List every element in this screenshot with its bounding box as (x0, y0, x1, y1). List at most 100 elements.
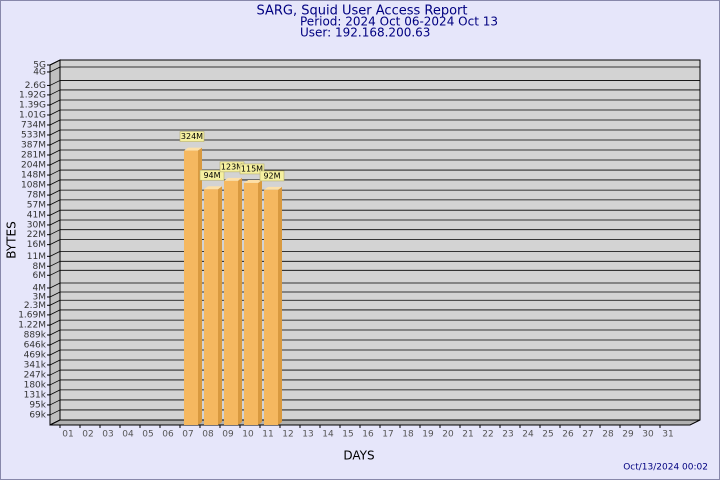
value-label: 94M (203, 171, 220, 180)
y-tick-label: 180k (24, 380, 47, 390)
x-tick-label: 21 (462, 430, 473, 440)
grid-line (49, 99, 61, 106)
y-tick-label: 2.6G (25, 81, 46, 91)
grid-line (49, 159, 61, 166)
grid-line (49, 349, 61, 356)
y-tick-label: 1.01G (19, 111, 46, 121)
grid-line (49, 389, 61, 396)
x-tick-label: 12 (282, 430, 293, 440)
bar (264, 189, 278, 425)
y-tick-label: 4M (33, 283, 47, 293)
chart-title: SARG, Squid User Access Report (257, 4, 468, 19)
y-tick-label: 247k (24, 371, 47, 381)
value-label: 324M (181, 132, 203, 141)
x-tick-label: 31 (662, 430, 673, 440)
bar-top (244, 179, 262, 183)
bar-top (224, 177, 242, 181)
x-tick-label: 19 (422, 430, 434, 440)
grid-line (49, 209, 61, 216)
y-tick-label: 1.39G (19, 101, 46, 111)
y-tick-label: 5G (33, 61, 46, 71)
grid-line (49, 229, 61, 236)
bar-top (204, 186, 222, 190)
x-tick-label: 25 (542, 430, 553, 440)
footer-timestamp: Oct/13/2024 00:02 (623, 463, 708, 473)
y-tick-label: 78M (27, 191, 46, 201)
x-tick-label: 30 (642, 430, 654, 440)
bar-top (184, 147, 202, 151)
grid-line (49, 399, 61, 406)
x-tick-label: 26 (562, 430, 574, 440)
y-axis-label: BYTES (5, 221, 19, 258)
y-tick-label: 1.69M (18, 310, 46, 320)
value-label-box (259, 170, 285, 182)
y-tick-label: 387M (21, 141, 46, 151)
x-tick-label: 17 (382, 430, 393, 440)
chart-subtitle: Period: 2024 Oct 06-2024 Oct 13 (300, 15, 498, 29)
grid-line (49, 282, 61, 289)
grid-line (49, 169, 61, 176)
grid-line (49, 239, 61, 245)
grid-line (49, 299, 61, 306)
value-label-box (179, 131, 205, 142)
plot-floor (49, 419, 701, 426)
y-tick-label: 95k (29, 400, 46, 410)
x-tick-label: 10 (242, 430, 254, 440)
y-tick-label: 8M (33, 262, 47, 272)
grid-line (49, 129, 61, 136)
y-tick-label: 469k (24, 351, 47, 361)
y-tick-label: 3M (33, 292, 47, 302)
y-tick-label: 281M (21, 151, 46, 161)
grid-line (49, 250, 61, 257)
y-tick-label: 4G (33, 67, 46, 77)
x-tick-label: 24 (522, 430, 534, 440)
bar-side (198, 147, 202, 426)
grid-line (49, 179, 61, 186)
x-tick-label: 16 (362, 430, 374, 440)
y-tick-label: 16M (27, 240, 46, 250)
y-tick-label: 533M (21, 131, 46, 141)
x-tick-label: 08 (202, 430, 214, 440)
x-tick-label: 18 (402, 430, 414, 440)
grid-line (49, 329, 61, 336)
y-tick-label: 22M (27, 230, 46, 240)
y-tick-label: 57M (27, 200, 46, 210)
x-tick-label: 23 (502, 430, 513, 440)
y-tick-label: 11M (27, 252, 46, 262)
grid-line (49, 309, 61, 316)
bar-side (258, 179, 262, 425)
value-label-box (199, 169, 225, 181)
x-tick-label: 02 (82, 430, 93, 440)
grid-line (49, 66, 61, 73)
value-label-box (239, 163, 265, 175)
grid-line (49, 149, 61, 156)
x-tick-label: 07 (182, 430, 193, 440)
bar (184, 150, 198, 426)
grid-line (49, 409, 61, 416)
bar-side (218, 186, 222, 425)
grid-line (49, 189, 61, 196)
grid-line (49, 89, 61, 96)
grid-line (49, 59, 61, 66)
x-tick-label: 09 (222, 430, 234, 440)
y-tick-label: 2.3M (24, 301, 46, 311)
x-tick-label: 29 (622, 430, 634, 440)
x-tick-label: 27 (582, 430, 593, 440)
grid-line (49, 199, 61, 206)
y-tick-label: 131k (24, 390, 47, 400)
x-tick-label: 13 (302, 430, 313, 440)
x-tick-label: 28 (602, 430, 614, 440)
x-tick-label: 01 (62, 430, 73, 440)
y-tick-label: 41M (27, 211, 46, 221)
y-tick-label: 734M (21, 120, 46, 130)
y-tick-label: 148M (21, 171, 46, 181)
bar-top (264, 186, 282, 190)
grid-line (49, 139, 61, 146)
y-tick-label: 69k (29, 410, 46, 420)
bar-side (238, 177, 242, 425)
x-tick-label: 20 (442, 430, 454, 440)
grid-line (49, 319, 61, 326)
bar (224, 180, 238, 425)
bar (204, 189, 218, 425)
